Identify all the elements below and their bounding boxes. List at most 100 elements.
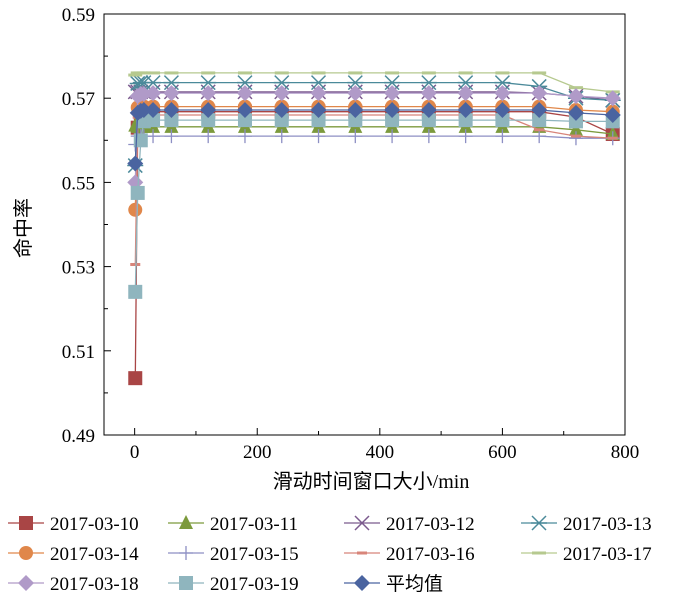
series-8 [127,85,621,191]
data-point [421,129,436,144]
data-point [457,75,474,91]
legend-label: 2017-03-19 [210,574,299,595]
legend-marker [179,546,193,560]
data-point [237,113,252,128]
data-point [495,129,510,144]
data-point [457,101,474,118]
data-point [236,85,253,102]
data-point [163,75,180,91]
data-point [495,71,510,75]
plot-frame [103,13,626,436]
data-point [495,113,510,128]
data-point [348,71,363,75]
data-point [136,71,151,75]
x-tick-label: 200 [243,442,272,463]
y-axis-title: 命中率 [12,198,35,258]
data-point [570,134,581,138]
data-point [532,113,547,128]
data-point [420,101,437,118]
data-point [130,185,145,200]
data-point [311,129,326,144]
legend-item: 2017-03-16 [344,544,475,565]
legend-marker [357,551,367,555]
x-tick-label: 0 [130,442,140,463]
data-point [274,113,289,128]
data-point [200,75,217,91]
data-point [458,129,473,144]
legend-label: 2017-03-14 [50,544,139,565]
legend-marker [532,551,546,555]
data-point [420,75,437,91]
data-point [421,113,436,128]
data-point [130,262,141,266]
data-point [164,129,179,144]
data-point [420,85,437,102]
data-point [347,85,364,102]
legend-item: 平均值 [344,573,443,595]
data-point [145,75,162,91]
data-point [531,85,548,102]
data-point [201,113,216,128]
legend-item: 2017-03-12 [344,514,475,535]
y-tick-label: 0.53 [62,258,95,279]
data-point [310,75,327,91]
data-point [145,101,162,118]
legend-marker [18,575,34,591]
series-layer [127,71,621,386]
legend-item: 2017-03-15 [168,544,299,565]
legend-marker [179,515,193,529]
legend-marker [19,516,33,530]
data-point [128,371,143,386]
data-point [385,113,400,128]
data-point [458,71,473,75]
data-point [237,71,252,75]
series-line [134,111,613,379]
series-line [134,119,613,292]
data-point [532,129,547,144]
data-point [200,85,217,102]
data-point [237,129,252,144]
series-9 [128,113,620,299]
data-point [568,86,583,90]
data-point [201,71,216,75]
y-tick-label: 0.55 [62,173,95,194]
x-tick-label: 800 [611,442,640,463]
data-point [274,129,289,144]
series-10 [127,101,621,172]
data-point [133,133,148,148]
data-point [534,128,545,132]
data-point [531,101,548,118]
series-line [134,135,613,145]
data-point [532,71,547,75]
y-tick-label: 0.57 [62,89,95,110]
series-7 [128,71,620,94]
legend: 2017-03-10 2017-03-11 2017-03-12 2017-03-13… [8,514,652,595]
x-tick-label: 600 [488,442,517,463]
legend-marker [354,515,370,531]
legend-label: 2017-03-12 [386,514,475,535]
data-point [385,129,400,144]
data-point [310,85,327,102]
series-line [134,114,613,265]
legend-label: 2017-03-10 [50,514,139,535]
data-point [311,71,326,75]
data-point [568,114,583,129]
legend-marker [179,576,193,590]
y-tick-label: 0.49 [62,426,95,447]
y-tick-label: 0.51 [62,342,95,363]
data-point [128,202,143,217]
data-point [567,104,584,121]
legend-marker [354,575,370,591]
data-point [127,155,144,172]
data-point [146,113,161,128]
x-tick-label: 400 [366,442,395,463]
legend-label: 平均值 [386,573,443,595]
legend-label: 2017-03-15 [210,544,299,565]
data-point [236,75,253,91]
data-point [146,71,161,75]
legend-item: 2017-03-18 [8,574,139,595]
legend-item: 2017-03-19 [168,574,299,595]
data-point [128,284,143,299]
legend-label: 2017-03-13 [563,514,652,535]
data-point [384,75,401,91]
